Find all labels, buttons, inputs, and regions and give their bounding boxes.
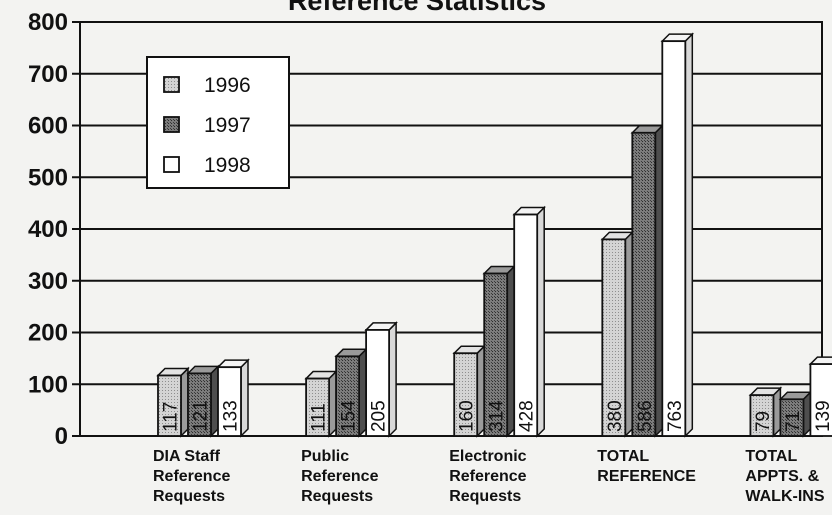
- data-label: 763: [665, 400, 686, 432]
- y-tick-label: 0: [55, 423, 68, 450]
- bar-side: [476, 344, 485, 438]
- bar-side: [536, 205, 545, 438]
- bar-1997-4: [779, 398, 805, 437]
- bar-1998-4: [809, 363, 832, 437]
- bar-1998-1: [365, 329, 391, 437]
- x-tick-label: DIA Staff: [153, 448, 221, 465]
- legend-swatch-1997: [163, 116, 180, 133]
- bar-side: [210, 364, 219, 438]
- y-tick-label: 700: [28, 61, 68, 88]
- data-label: 139: [813, 400, 832, 432]
- bar-1996-0: [157, 374, 182, 437]
- bar-1998-0: [217, 366, 242, 437]
- legend: 1996 1997 1998: [146, 56, 290, 189]
- data-label: 154: [339, 400, 360, 432]
- bar-side: [388, 321, 397, 438]
- x-tick-label: Reference: [301, 468, 378, 485]
- bar-side: [358, 347, 367, 438]
- bar-1997-1: [335, 355, 361, 437]
- bar-side: [180, 366, 189, 438]
- bar-side: [506, 264, 515, 438]
- x-tick-label: Requests: [301, 488, 373, 505]
- data-label: 380: [605, 400, 626, 432]
- bar-1996-2: [453, 352, 479, 437]
- data-label: 71: [783, 411, 804, 432]
- bar-1997-3: [631, 131, 657, 437]
- y-tick-label: 200: [28, 320, 68, 347]
- bar-1996-1: [305, 377, 331, 437]
- x-tick-label: WALK-INS: [745, 488, 824, 505]
- bar-side: [772, 386, 782, 438]
- data-label: 205: [369, 400, 390, 432]
- x-tick-label: TOTAL: [597, 448, 649, 465]
- y-tick-label: 300: [28, 268, 68, 295]
- y-axis: 0 100 200 300 400 500 600 700 800: [28, 9, 80, 450]
- bar-1998-3: [661, 40, 687, 437]
- bar-side: [654, 123, 664, 438]
- x-tick-label: Public: [301, 448, 349, 465]
- bar-side: [328, 369, 337, 438]
- bars: 117 121 133 111 154 205 160 314 428 380 586 763 79 71…: [156, 32, 832, 438]
- bar-side: [624, 230, 634, 438]
- x-tick-label: Requests: [153, 488, 225, 505]
- x-tick-label: APPTS. &: [745, 468, 819, 485]
- bar-1996-4: [749, 394, 775, 437]
- bar-1998-2: [513, 213, 539, 437]
- y-tick-label: 800: [28, 9, 68, 36]
- y-tick-label: 600: [28, 113, 68, 140]
- y-tick-label: 100: [28, 371, 68, 398]
- data-label: 121: [191, 400, 212, 432]
- bar-1996-3: [601, 238, 627, 437]
- x-tick-label: Reference: [153, 468, 230, 485]
- x-tick-label: Requests: [449, 488, 521, 505]
- data-label: 79: [753, 411, 774, 432]
- x-tick-label: REFERENCE: [597, 468, 696, 485]
- data-label: 586: [635, 400, 656, 432]
- bar-1997-0: [187, 372, 212, 437]
- x-tick-label: TOTAL: [745, 448, 797, 465]
- bar-side: [684, 32, 694, 438]
- bar-side: [240, 358, 249, 438]
- data-label: 111: [309, 403, 330, 432]
- x-axis-labels: DIA Staff Reference Requests Public Referenc…: [153, 448, 825, 505]
- y-tick-label: 400: [28, 216, 68, 243]
- x-tick-label: Electronic: [449, 448, 526, 465]
- data-label: 160: [457, 400, 478, 432]
- bar-1997-2: [483, 272, 509, 437]
- legend-entry: 1996: [204, 74, 251, 97]
- data-label: 117: [161, 402, 182, 432]
- data-label: 428: [517, 400, 538, 432]
- legend-swatch-1998: [163, 156, 180, 173]
- legend-entry: 1997: [204, 114, 251, 137]
- data-label: 314: [487, 400, 508, 432]
- legend-entry: 1998: [204, 154, 251, 177]
- data-label: 133: [221, 400, 242, 432]
- y-tick-label: 500: [28, 164, 68, 191]
- bar-top: [808, 356, 832, 365]
- x-tick-label: Reference: [449, 468, 526, 485]
- chart-title: Reference Statistics: [288, 0, 546, 16]
- legend-swatch-1996: [163, 76, 180, 93]
